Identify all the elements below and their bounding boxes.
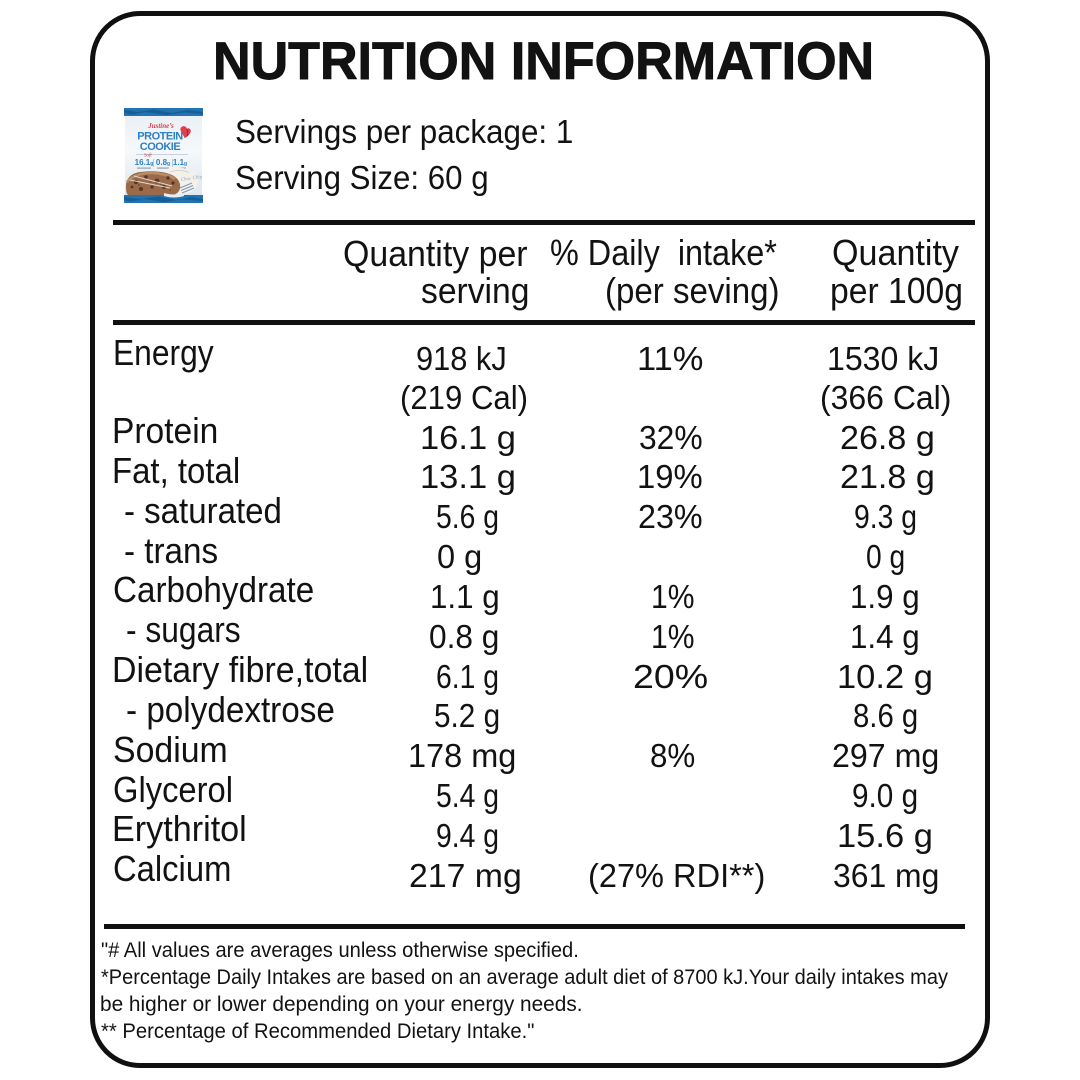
svg-text:1.1g: 1.1g: [173, 158, 187, 167]
svg-text:PROTEIN: PROTEIN: [137, 131, 183, 143]
svg-text:Choc Chip: Choc Chip: [181, 175, 203, 183]
svg-text:16.1g: 16.1g: [135, 158, 154, 167]
svg-text:COOKIE: COOKIE: [140, 141, 181, 153]
svg-text:Soft: Soft: [144, 154, 152, 159]
svg-text:Justine’s: Justine’s: [147, 122, 174, 130]
svg-text:0.8g: 0.8g: [156, 158, 170, 167]
